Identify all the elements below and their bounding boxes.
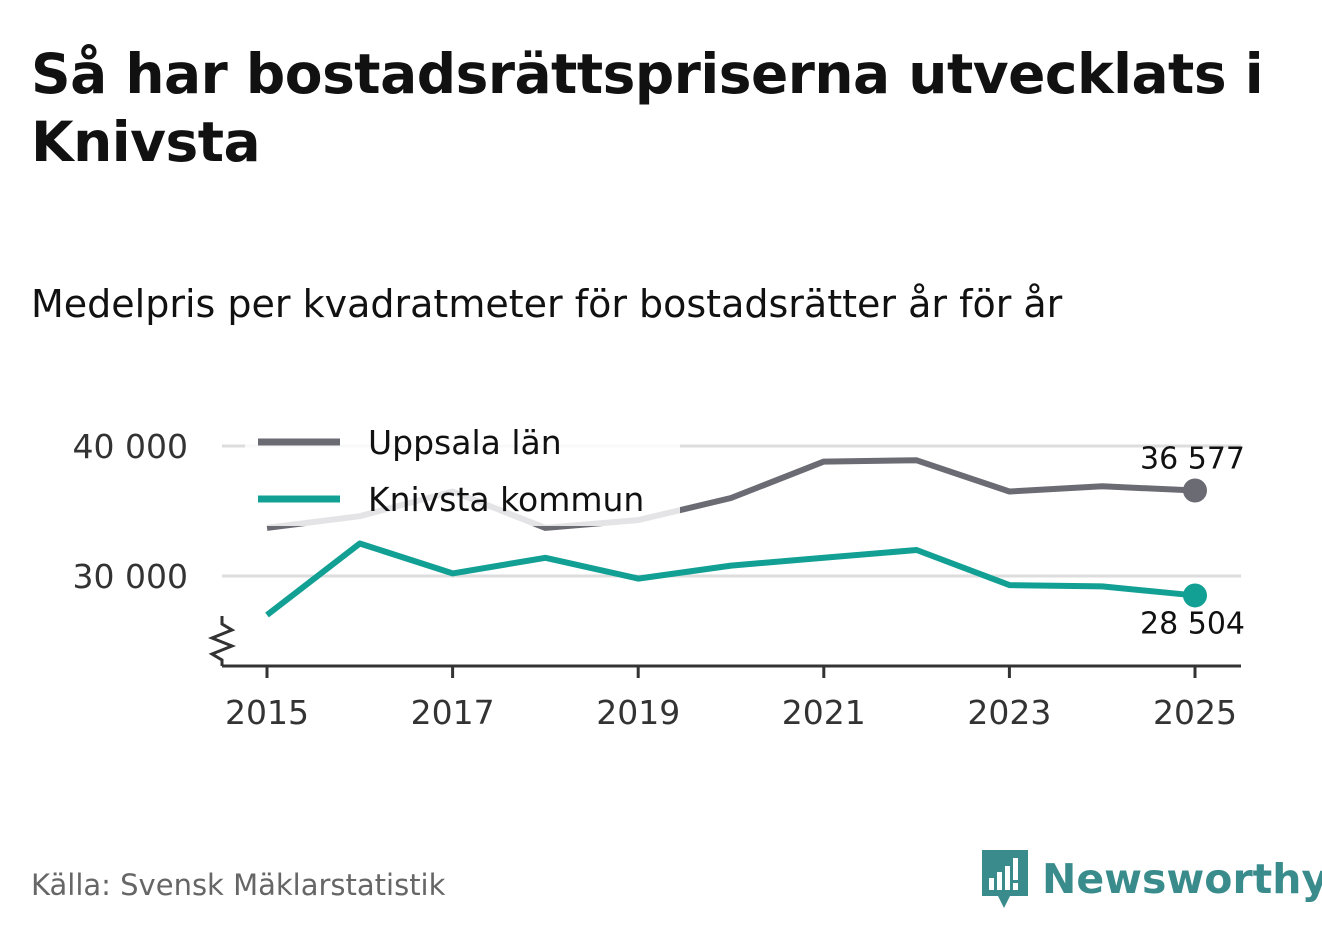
source-note: Källa: Svensk Mäklarstatistik — [31, 868, 446, 902]
x-tick-label: 2019 — [596, 693, 680, 732]
end-value-label: 28 504 — [1140, 606, 1245, 641]
chart-title: Så har bostadsrättspriserna utvecklats i… — [31, 42, 1264, 174]
x-tick-label: 2023 — [967, 693, 1051, 732]
x-tick-label: 2021 — [782, 693, 866, 732]
x-tick-label: 2017 — [411, 693, 495, 732]
series-line-2 — [265, 540, 1196, 618]
y-tick-label: 40 000 — [73, 427, 188, 466]
newsworthy-logo: Newsworthy — [980, 848, 1322, 910]
newsworthy-logo-icon — [982, 850, 1028, 908]
y-tick-label: 30 000 — [73, 557, 188, 596]
y-axis: 30 000 40 000 — [73, 427, 188, 596]
legend-label: Knivsta kommun — [368, 480, 644, 519]
line-chart: 30 000 40 000 Uppsala län Knivsta kommun 2… — [73, 418, 1245, 732]
legend: Uppsala län Knivsta kommun — [245, 418, 680, 526]
end-labels: 36 577 28 504 — [1140, 441, 1245, 641]
axis-break-icon — [207, 616, 237, 666]
brand-name: Newsworthy — [1042, 855, 1322, 903]
legend-backdrop — [245, 418, 680, 526]
x-tick-label: 2015 — [225, 693, 309, 732]
end-value-label: 36 577 — [1140, 441, 1245, 476]
chart-subtitle: Medelpris per kvadratmeter för bostadsrä… — [31, 282, 1063, 326]
end-point-marker — [1183, 583, 1207, 608]
x-tick-label: 2025 — [1153, 693, 1237, 732]
legend-label: Uppsala län — [368, 423, 562, 462]
end-point-marker — [1183, 478, 1207, 503]
x-axis: 2015 2017 2019 2021 2023 2025 — [207, 616, 1241, 732]
